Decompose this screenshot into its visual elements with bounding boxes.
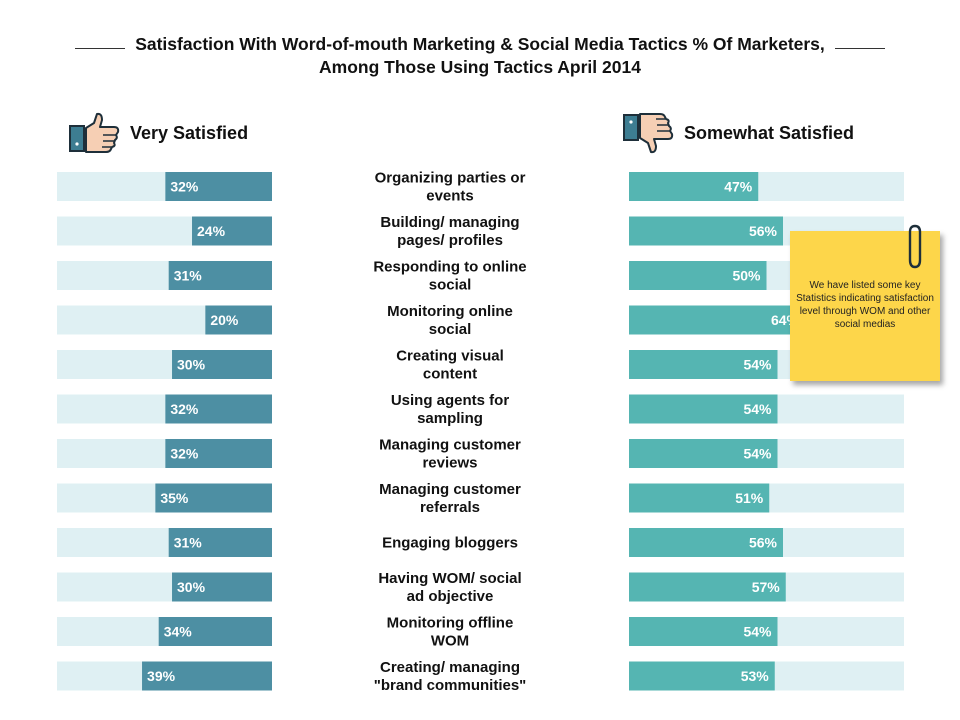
category-label: Managing customer <box>379 437 521 454</box>
very-satisfied-label: 31% <box>174 535 203 551</box>
category-label: social <box>429 321 472 338</box>
category-label: Creating visual <box>396 348 504 365</box>
paperclip-icon <box>904 224 926 275</box>
thumbs-down-icon <box>622 112 674 154</box>
very-satisfied-bar <box>165 172 272 201</box>
somewhat-satisfied-label: 50% <box>732 268 761 284</box>
very-satisfied-bar <box>205 305 272 335</box>
very-satisfied-label: 24% <box>197 223 226 239</box>
somewhat-satisfied-label: 54% <box>743 446 772 462</box>
category-label: social <box>429 277 472 294</box>
category-label: Monitoring offline <box>387 615 514 632</box>
category-label: referrals <box>420 499 480 516</box>
category-label: "brand communities" <box>374 677 527 694</box>
category-label: Building/ managing <box>380 214 519 231</box>
somewhat-satisfied-label: 56% <box>749 223 778 239</box>
very-satisfied-label: 32% <box>170 179 199 195</box>
very-satisfied-label: 39% <box>147 668 176 684</box>
category-label: WOM <box>431 633 469 650</box>
category-label: Managing customer <box>379 481 521 498</box>
category-label: Creating/ managing <box>380 659 520 676</box>
right-heading: Somewhat Satisfied <box>622 112 854 154</box>
category-label: events <box>426 188 474 205</box>
very-satisfied-bar <box>142 661 272 691</box>
category-label: reviews <box>422 455 477 472</box>
somewhat-satisfied-label: 54% <box>743 624 772 640</box>
somewhat-satisfied-bar <box>629 394 778 424</box>
category-label: pages/ profiles <box>397 232 503 249</box>
very-satisfied-bar <box>165 439 272 468</box>
somewhat-satisfied-bar <box>629 617 778 646</box>
category-label: content <box>423 366 477 383</box>
very-satisfied-label: 20% <box>210 312 239 328</box>
sticky-note-text: We have listed some key Statistics indic… <box>796 280 934 330</box>
title-line-2: Among Those Using Tactics April 2014 <box>319 57 641 77</box>
category-label: Responding to online <box>373 259 526 276</box>
somewhat-satisfied-bar <box>629 261 767 290</box>
category-label: ad objective <box>407 588 494 605</box>
very-satisfied-bar <box>172 350 272 379</box>
somewhat-satisfied-bar <box>629 305 805 335</box>
sticky-note: We have listed some key Statistics indic… <box>790 231 940 381</box>
category-label: Having WOM/ social <box>378 570 521 587</box>
category-label: sampling <box>417 410 483 427</box>
somewhat-satisfied-label: 54% <box>743 357 772 373</box>
chart-title: Satisfaction With Word-of-mouth Marketin… <box>0 33 960 79</box>
somewhat-satisfied-bar <box>629 439 778 468</box>
title-rule-left <box>75 48 126 49</box>
title-rule-right <box>834 48 885 49</box>
very-satisfied-label: 30% <box>177 357 206 373</box>
somewhat-satisfied-label: 51% <box>735 490 764 506</box>
somewhat-satisfied-bar <box>629 483 770 513</box>
left-heading-label: Very Satisfied <box>130 122 249 143</box>
very-satisfied-bar <box>158 617 272 646</box>
category-label: Using agents for <box>391 392 510 409</box>
very-satisfied-label: 32% <box>170 446 199 462</box>
title-line-1: Satisfaction With Word-of-mouth Marketin… <box>135 34 825 54</box>
very-satisfied-label: 34% <box>164 624 193 640</box>
category-label: Engaging bloggers <box>382 535 518 552</box>
very-satisfied-label: 32% <box>170 401 199 417</box>
very-satisfied-bar <box>192 216 272 246</box>
category-label: Organizing parties or <box>375 170 526 187</box>
somewhat-satisfied-bar <box>629 350 778 379</box>
somewhat-satisfied-bar <box>629 528 783 557</box>
very-satisfied-label: 31% <box>174 268 203 284</box>
somewhat-satisfied-label: 56% <box>749 535 778 551</box>
somewhat-satisfied-label: 53% <box>741 668 770 684</box>
thumbs-up-icon <box>68 112 120 154</box>
somewhat-satisfied-bar <box>629 572 786 602</box>
very-satisfied-bar <box>165 394 272 424</box>
category-label: Monitoring online <box>387 303 513 320</box>
very-satisfied-bar <box>155 483 272 513</box>
left-heading: Very Satisfied <box>68 112 248 154</box>
right-heading-label: Somewhat Satisfied <box>684 122 855 143</box>
somewhat-satisfied-bar <box>629 216 783 246</box>
very-satisfied-bar <box>172 572 272 602</box>
somewhat-satisfied-bar <box>629 661 775 691</box>
somewhat-satisfied-bar <box>629 172 759 201</box>
somewhat-satisfied-label: 57% <box>752 579 781 595</box>
very-satisfied-bar <box>168 261 272 290</box>
somewhat-satisfied-label: 54% <box>743 401 772 417</box>
somewhat-satisfied-label: 47% <box>724 179 753 195</box>
very-satisfied-label: 35% <box>160 490 189 506</box>
very-satisfied-bar <box>168 528 272 557</box>
very-satisfied-label: 30% <box>177 579 206 595</box>
